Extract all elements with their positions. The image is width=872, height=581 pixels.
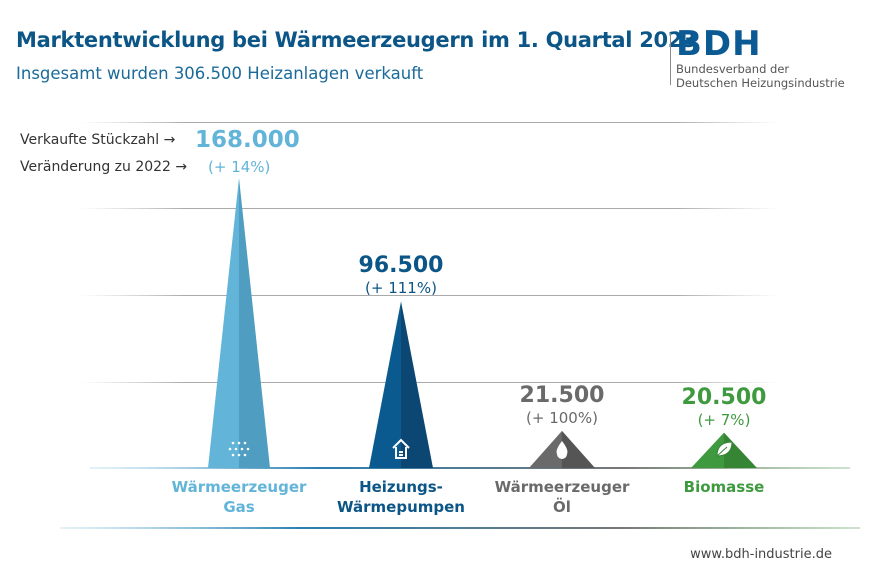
category-label: Wärmeerzeuger bbox=[494, 478, 630, 496]
legend-units-label: Verkaufte Stückzahl → bbox=[20, 132, 176, 148]
change-label: (+ 7%) bbox=[697, 410, 751, 429]
category-label: Gas bbox=[223, 498, 255, 516]
footer-url[interactable]: www.bdh-industrie.de bbox=[690, 547, 832, 562]
leaf-icon bbox=[716, 441, 733, 457]
bar-left bbox=[529, 430, 562, 468]
page-title: Marktentwicklung bei Wärmeerzeugern im 1… bbox=[16, 28, 697, 52]
logo-line-2: Deutschen Heizungsindustrie bbox=[676, 76, 845, 90]
change-label: (+ 111%) bbox=[365, 279, 437, 298]
heat-pump-house-icon bbox=[392, 438, 410, 459]
change-label: (+ 100%) bbox=[526, 408, 598, 427]
gridline bbox=[80, 122, 780, 123]
change-label: (+ 14%) bbox=[208, 158, 271, 176]
value-label: 21.500 bbox=[519, 382, 605, 408]
category-label: Wärmepumpen bbox=[337, 498, 465, 516]
bar-left bbox=[691, 432, 724, 468]
bar-1 bbox=[369, 301, 433, 468]
logo-line-1: Bundesverband der bbox=[676, 62, 790, 76]
bar-left bbox=[369, 301, 401, 468]
gridline bbox=[80, 382, 780, 383]
bar-0 bbox=[208, 178, 270, 468]
bar-right bbox=[239, 178, 270, 468]
category-label: Heizungs- bbox=[359, 478, 443, 496]
gridline bbox=[80, 295, 780, 296]
gas-flame-dots-icon bbox=[228, 441, 250, 457]
category-label: Biomasse bbox=[683, 478, 765, 496]
oil-drop-icon bbox=[556, 441, 568, 459]
bottom-rule bbox=[60, 527, 860, 529]
page-subtitle: Insgesamt wurden 306.500 Heizanlagen ver… bbox=[16, 64, 424, 83]
bdh-logo: BDH bbox=[676, 24, 762, 64]
category-label: Wärmeerzeuger bbox=[171, 478, 307, 496]
value-label: 96.500 bbox=[358, 253, 444, 279]
bar-right bbox=[562, 430, 595, 468]
value-label: 20.500 bbox=[681, 384, 767, 410]
gridline bbox=[80, 208, 780, 209]
category-label: Öl bbox=[553, 498, 571, 516]
value-label: 168.000 bbox=[195, 127, 300, 153]
logo-divider bbox=[670, 33, 671, 85]
legend-change-label: Veränderung zu 2022 → bbox=[20, 159, 188, 175]
bar-3 bbox=[691, 432, 757, 468]
bar-2 bbox=[529, 430, 595, 468]
bar-left bbox=[208, 178, 239, 468]
baseline bbox=[90, 467, 850, 469]
bar-right bbox=[401, 301, 433, 468]
bar-right bbox=[724, 432, 757, 468]
gridlines bbox=[60, 122, 860, 529]
